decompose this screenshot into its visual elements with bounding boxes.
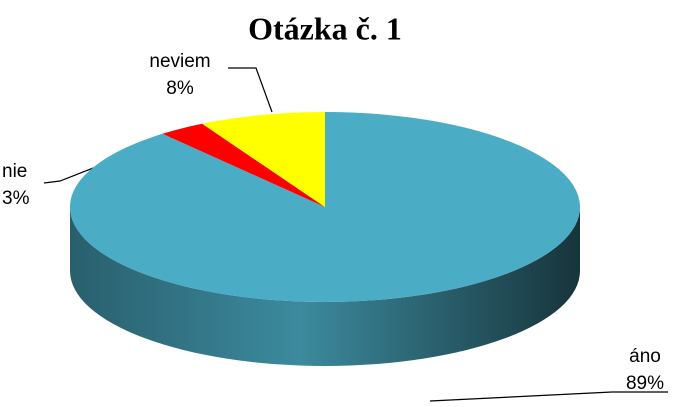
data-label-name: nie xyxy=(2,161,27,182)
pie-slice xyxy=(202,112,325,207)
pie-slice xyxy=(162,123,325,207)
data-label-name: neviem xyxy=(149,51,210,72)
data-label-name: áno xyxy=(629,346,661,367)
data-label-value: 89% xyxy=(626,373,664,394)
pie-side xyxy=(70,207,580,366)
leader-line xyxy=(429,391,668,402)
leader-line xyxy=(228,67,273,113)
chart-title: Otázka č. 1 xyxy=(248,10,402,46)
data-label-value: 8% xyxy=(166,78,194,99)
data-label-value: 3% xyxy=(2,188,30,209)
